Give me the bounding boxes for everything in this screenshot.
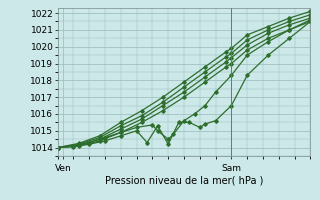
X-axis label: Pression niveau de la mer( hPa ): Pression niveau de la mer( hPa ) <box>105 175 263 185</box>
